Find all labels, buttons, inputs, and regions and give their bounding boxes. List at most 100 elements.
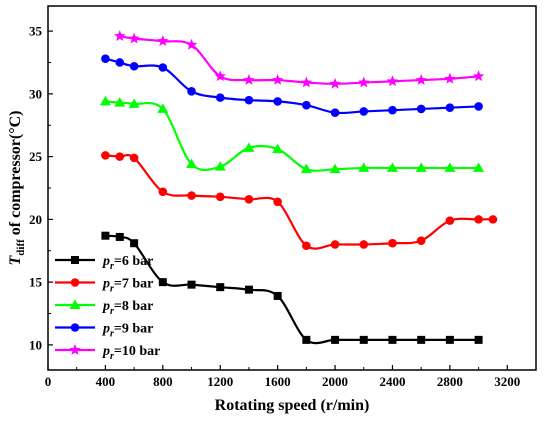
y-tick-label: 10: [29, 337, 42, 352]
series-line: [105, 234, 479, 345]
data-point: [99, 95, 111, 106]
legend-label-p: p: [102, 322, 110, 337]
data-point: [359, 107, 369, 116]
data-point: [415, 74, 427, 85]
x-tick-label: 2000: [322, 374, 348, 389]
series-4: [114, 30, 485, 89]
legend-label-sub: r: [110, 329, 114, 340]
legend-item: pr=7 bar: [55, 277, 153, 295]
data-point: [185, 38, 198, 50]
data-point: [445, 335, 454, 344]
legend-label: pr=8 bar: [102, 299, 153, 317]
legend-item: pr=9 bar: [55, 322, 153, 340]
data-point: [302, 335, 311, 344]
data-point: [330, 108, 340, 117]
y-tick-label: 20: [29, 212, 42, 227]
data-point: [417, 335, 426, 344]
data-point: [273, 97, 282, 106]
data-point: [115, 58, 125, 67]
data-point: [386, 162, 398, 172]
data-point: [272, 143, 284, 154]
data-point: [444, 162, 456, 172]
legend-marker: [69, 299, 81, 309]
x-tick-label: 800: [153, 374, 173, 389]
data-point: [329, 163, 341, 174]
data-point: [101, 151, 110, 160]
legend-marker: [70, 323, 80, 332]
legend-label: pr=10 bar: [102, 344, 160, 362]
data-point: [415, 162, 427, 172]
data-point: [488, 215, 498, 224]
data-point: [474, 215, 483, 224]
x-tick-label: 0: [45, 374, 52, 389]
data-point: [129, 61, 139, 71]
data-point: [129, 153, 139, 163]
data-point: [273, 197, 282, 207]
data-point: [329, 77, 341, 89]
data-point: [243, 74, 255, 85]
data-point: [157, 103, 169, 113]
data-point: [331, 335, 340, 344]
data-point: [244, 194, 254, 204]
series-2: [99, 95, 485, 174]
legend-label-sub: r: [110, 261, 114, 272]
data-point: [158, 187, 168, 197]
data-point: [214, 70, 226, 82]
axis-layer: 0 400 800 1200 1600 2000 2400 2800 3200 10 15 20 25 3…: [29, 24, 520, 389]
data-point: [445, 216, 455, 225]
data-point: [473, 162, 485, 172]
series-1: [101, 151, 498, 251]
data-point: [273, 291, 282, 300]
series-layer: [99, 30, 498, 345]
x-tick-label: 1600: [265, 374, 291, 389]
data-point: [300, 76, 313, 88]
x-axis-title: Rotating speed (r/min): [215, 397, 370, 414]
legend-label-rest: =10 bar: [114, 344, 160, 359]
legend-label-p: p: [102, 254, 110, 269]
y-tick-label: 15: [29, 275, 43, 290]
legend-marker: [71, 256, 79, 264]
legend-item: pr=8 bar: [55, 299, 153, 317]
legend-label-rest: =9 bar: [114, 322, 153, 337]
data-point: [128, 98, 140, 108]
data-point: [130, 239, 139, 248]
data-point: [388, 238, 397, 248]
data-point: [445, 103, 455, 112]
y-axis-title-rest: of compressor(°C): [7, 110, 24, 239]
legend-item: pr=6 bar: [55, 254, 153, 272]
x-tick-label: 2800: [437, 374, 463, 389]
y-tick-label: 25: [29, 149, 43, 164]
data-point: [472, 70, 485, 82]
data-point: [157, 35, 169, 46]
data-point: [187, 191, 196, 200]
data-point: [114, 97, 126, 107]
series-0: [101, 231, 483, 345]
data-point: [474, 102, 483, 111]
series-line: [105, 153, 493, 250]
data-point: [115, 152, 125, 161]
series-3: [101, 54, 483, 117]
y-tick-label: 30: [29, 86, 42, 101]
data-point: [128, 32, 140, 44]
data-point: [388, 105, 397, 115]
legend-item: pr=10 bar: [55, 344, 160, 362]
data-point: [214, 161, 226, 171]
data-point: [302, 241, 311, 251]
data-point: [444, 72, 456, 84]
x-tick-label: 1200: [207, 374, 233, 389]
legend-label-sub: r: [110, 351, 114, 362]
legend-label-rest: =8 bar: [114, 299, 153, 314]
data-point: [386, 75, 399, 87]
y-axis-title: Tdiff of compressor(°C): [7, 110, 27, 265]
legend-label-p: p: [102, 344, 110, 359]
legend-label: pr=9 bar: [102, 322, 153, 340]
data-point: [359, 240, 369, 249]
data-point: [215, 192, 225, 202]
data-point: [271, 74, 284, 85]
data-point: [358, 76, 370, 88]
data-point: [358, 162, 370, 172]
data-point: [243, 142, 255, 152]
data-point: [416, 104, 426, 114]
data-point: [158, 278, 167, 287]
